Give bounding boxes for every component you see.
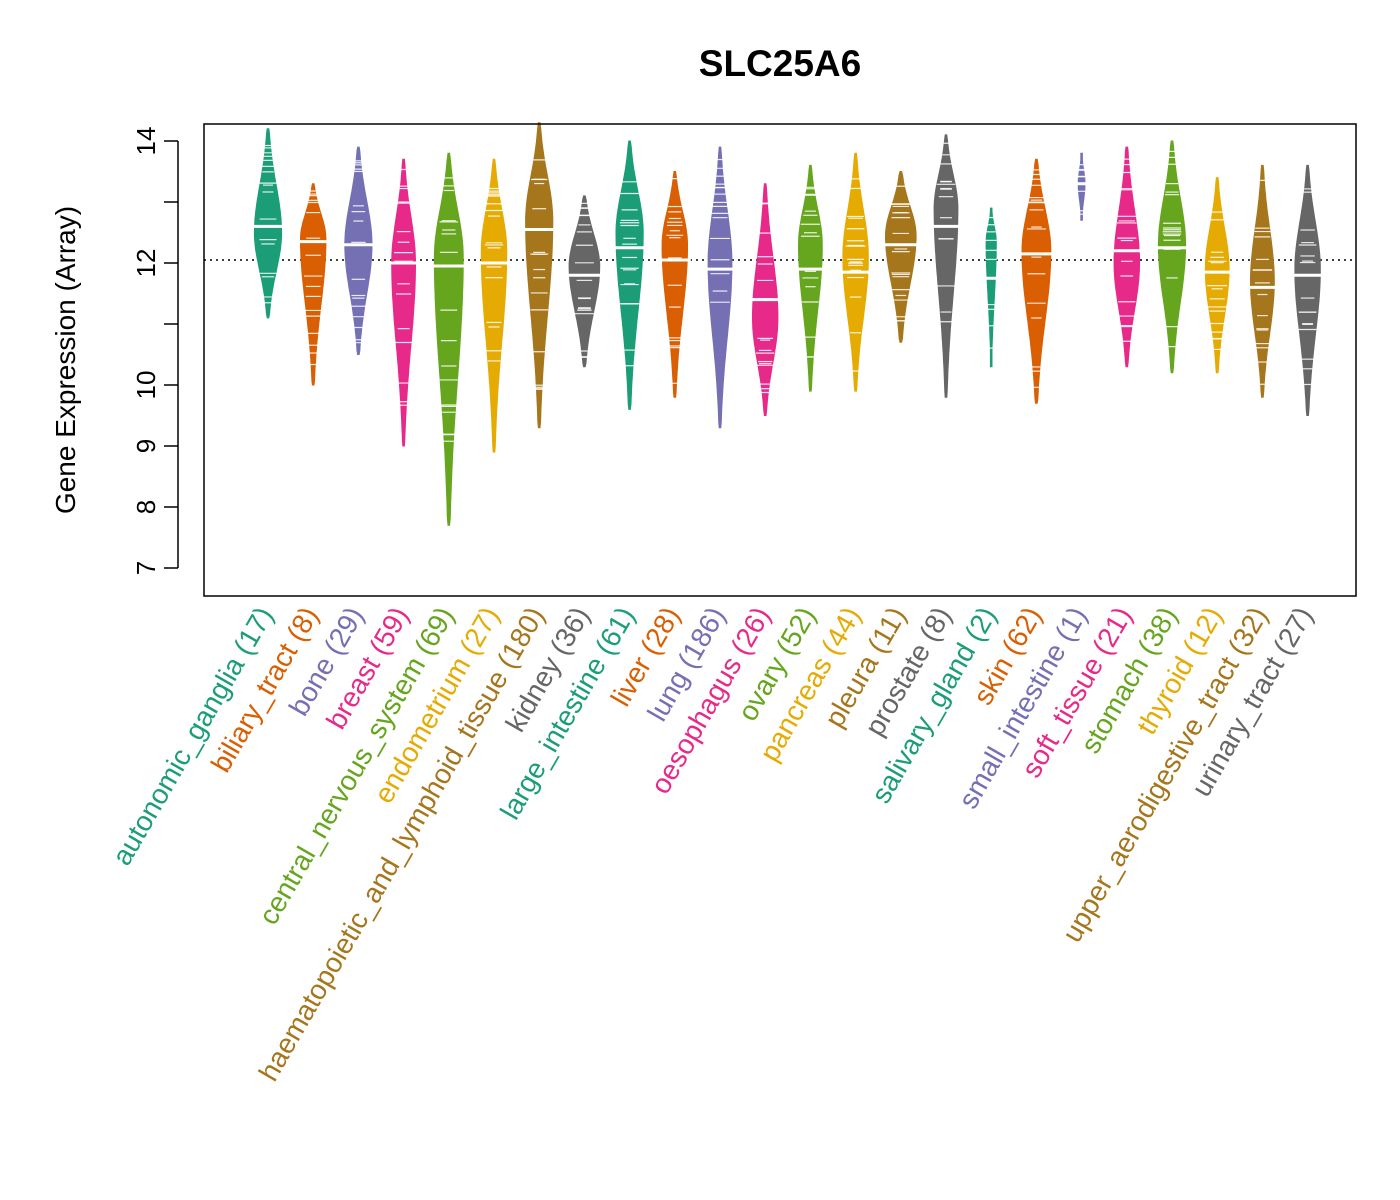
- bean-kidney: [568, 195, 601, 368]
- category-count: (27): [1263, 602, 1319, 667]
- y-axis-title: Gene Expression (Array): [50, 206, 81, 514]
- y-tick-label: 14: [131, 127, 161, 156]
- y-tick-label: 8: [131, 500, 161, 514]
- bean-biliary_tract: [300, 183, 327, 386]
- x-axis-labels: autonomic_ganglia (17)biliary_tract (8)b…: [106, 602, 1319, 1087]
- bean-upper_aerodigestive_tract: [1250, 164, 1275, 398]
- y-tick-label: 7: [131, 561, 161, 575]
- plot-area: [204, 122, 1356, 526]
- bean-thyroid: [1204, 177, 1230, 374]
- bean-bone: [344, 146, 373, 355]
- bean-soft_tissue: [1113, 146, 1140, 368]
- chart-title: SLC25A6: [699, 43, 861, 84]
- bean-large_intestine: [615, 140, 644, 410]
- bean-liver: [661, 171, 688, 398]
- bean-lung: [707, 146, 733, 429]
- bean-pleura: [885, 171, 917, 343]
- bean-urinary_tract: [1294, 164, 1321, 416]
- bean-skin: [1021, 158, 1052, 404]
- y-tick-label: 9: [131, 439, 161, 453]
- plot-frame: [203, 123, 1357, 597]
- bean-salivary_gland: [985, 207, 997, 368]
- y-tick-label: 12: [131, 249, 161, 278]
- bean-stomach: [1157, 140, 1187, 374]
- bean-prostate: [933, 134, 959, 398]
- bean-haematopoietic_and_lymphoid_tissue: [525, 122, 554, 429]
- bean-breast: [391, 158, 416, 447]
- bean-autonomic_ganglia: [253, 128, 283, 319]
- y-axis: 7 8 9 10 12 14: [131, 127, 179, 575]
- y-tick-label: 10: [131, 371, 161, 400]
- bean-central_nervous_system: [433, 152, 464, 526]
- bean-endometrium: [480, 158, 508, 453]
